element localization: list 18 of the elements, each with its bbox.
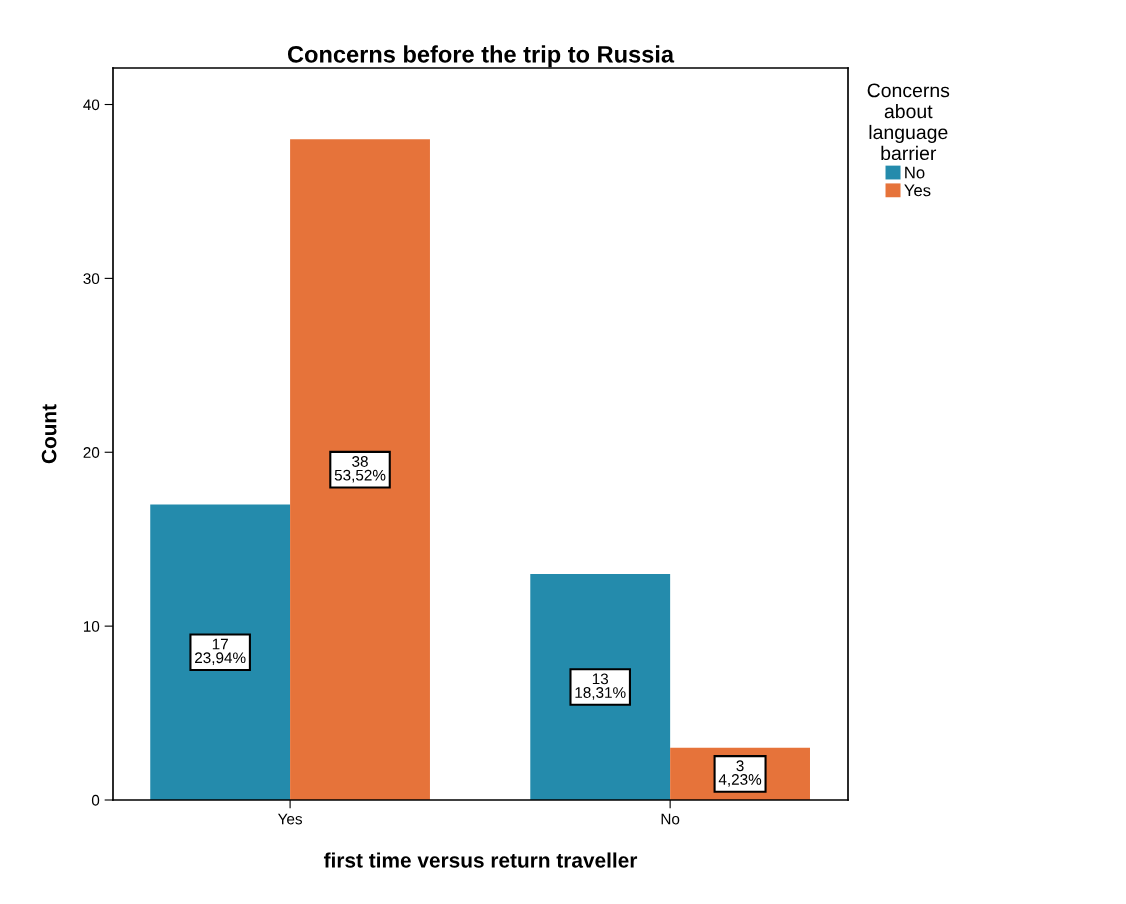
- chart-title: Concerns before the trip to Russia: [287, 45, 675, 68]
- legend-label: No: [905, 166, 925, 179]
- data-label: 3 4,23%: [718, 760, 762, 787]
- data-label: 38 53,52%: [334, 456, 386, 483]
- bar: [530, 573, 671, 800]
- y-tick-label: 30: [83, 273, 100, 285]
- bar: [290, 139, 430, 800]
- y-tick-label: 20: [83, 447, 100, 458]
- y-tick-label: 10: [83, 621, 100, 632]
- y-tick-label: 40: [83, 99, 100, 111]
- y-tick-label: 0: [91, 794, 100, 806]
- bar: [150, 504, 291, 800]
- legend-title: Concerns about language barrier: [867, 83, 950, 161]
- data-label: 13 18,31%: [575, 673, 626, 700]
- data-label: 17 23,94%: [195, 638, 246, 665]
- x-axis-title: first time versus return traveller: [323, 852, 638, 868]
- legend-label: Yes: [904, 184, 931, 197]
- y-axis-title: Count: [41, 404, 57, 464]
